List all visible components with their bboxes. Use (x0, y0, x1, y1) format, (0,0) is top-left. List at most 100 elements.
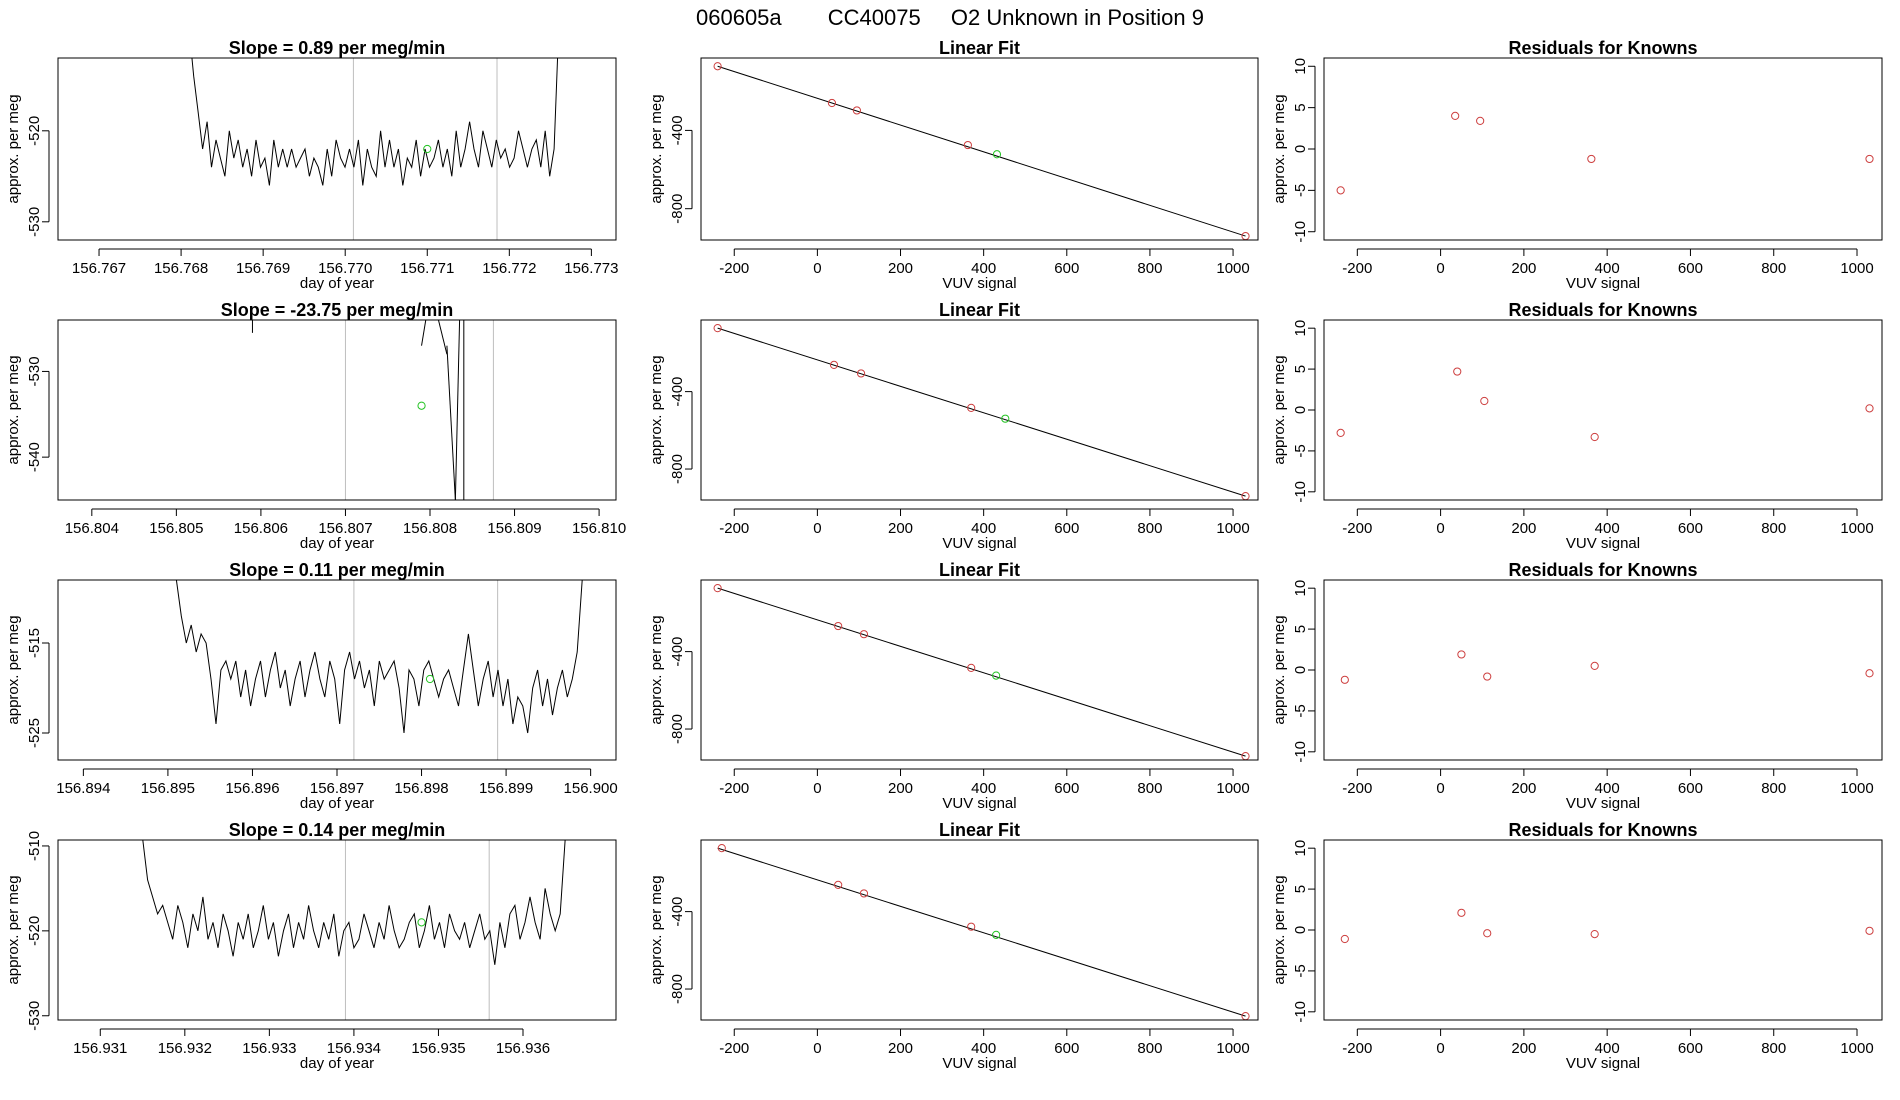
known-standard-point (1865, 669, 1874, 678)
plot-frame (1323, 579, 1883, 761)
y-tick-label: 5 (1292, 103, 1309, 111)
x-tick-label: 200 (1511, 780, 1536, 797)
x-tick-label: 800 (1761, 520, 1786, 537)
x-tick-label: 156.768 (154, 260, 208, 277)
panel-r1-c1: Slope = 0.89 per meg/min 156.767 156.768 15… (5, 38, 618, 292)
y-tick-label: -530 (26, 356, 43, 386)
x-tick-label: 800 (1761, 780, 1786, 797)
unknown-sample-point (417, 401, 426, 410)
plot-frame (1323, 57, 1883, 241)
panel-title: Linear Fit (939, 300, 1020, 320)
x-tick-label: 156.895 (141, 780, 195, 797)
x-tick-label: 0 (813, 260, 821, 277)
y-tick-label: -800 (669, 974, 686, 1004)
y-axis-label: approx. per meg (648, 615, 665, 724)
figure-cylinder: CC40075 (828, 5, 921, 30)
known-standard-point (834, 621, 843, 631)
x-tick-label: -200 (719, 260, 749, 277)
x-tick-label: 200 (888, 780, 913, 797)
x-tick-label: 1000 (1840, 780, 1873, 797)
plot-area (713, 62, 1250, 240)
x-tick-label: 156.772 (482, 260, 536, 277)
plot-frame (57, 839, 617, 1021)
y-tick-label: 5 (1292, 625, 1309, 633)
fit-line (717, 327, 1246, 497)
known-standard-point (1865, 926, 1874, 935)
x-tick-label: 200 (888, 260, 913, 277)
known-standard-point (834, 880, 843, 890)
x-axis-label: day of year (300, 535, 374, 552)
y-axis-label: approx. per meg (5, 94, 22, 203)
plot-area (1340, 650, 1874, 684)
y-tick-label: -530 (26, 207, 43, 237)
y-axis-label: approx. per meg (5, 615, 22, 724)
x-tick-label: 400 (971, 260, 996, 277)
x-axis-label: VUV signal (942, 535, 1016, 552)
x-tick-label: 0 (1436, 780, 1444, 797)
x-tick-label: 156.771 (400, 260, 454, 277)
x-tick-label: 800 (1761, 260, 1786, 277)
x-tick-label: 600 (1054, 260, 1079, 277)
x-tick-label: 156.808 (403, 520, 457, 537)
x-tick-label: 156.899 (479, 780, 533, 797)
y-axis-label: approx. per meg (1271, 615, 1288, 724)
y-tick-label: -510 (26, 831, 43, 861)
y-tick-label: -10 (1292, 221, 1309, 243)
x-tick-label: 1000 (1216, 780, 1249, 797)
figure-title: 060605a CC40075 O2 Unknown in Position 9 (696, 5, 1204, 30)
y-tick-label: -5 (1292, 704, 1309, 717)
y-tick-label: 5 (1292, 885, 1309, 893)
figure-description: O2 Unknown in Position 9 (951, 5, 1204, 30)
known-standard-point (856, 369, 866, 378)
y-axis-label: approx. per meg (648, 355, 665, 464)
x-axis-label: VUV signal (1566, 795, 1640, 812)
x-tick-label: 156.770 (318, 260, 372, 277)
y-tick-label: 0 (1292, 406, 1309, 414)
x-tick-label: 156.809 (487, 520, 541, 537)
x-tick-label: 600 (1054, 1040, 1079, 1057)
panel-title: Linear Fit (939, 560, 1020, 580)
panel-title: Residuals for Knowns (1508, 300, 1697, 320)
x-tick-label: -200 (1342, 1040, 1372, 1057)
x-tick-label: 156.773 (564, 260, 618, 277)
panel-r2-c1: Slope = -23.75 per meg/min 156.804 156.805… (5, 300, 626, 552)
x-tick-label: 156.807 (318, 520, 372, 537)
unknown-sample-point (417, 918, 426, 927)
known-standard-point (713, 324, 722, 333)
known-standard-point (829, 360, 839, 370)
known-standard-point (1457, 650, 1466, 659)
x-tick-label: 0 (1436, 520, 1444, 537)
x-tick-label: -200 (1342, 520, 1372, 537)
plot-frame (700, 579, 1259, 761)
x-tick-label: 200 (1511, 260, 1536, 277)
panel-title: Residuals for Knowns (1508, 560, 1697, 580)
plot-frame (700, 839, 1259, 1021)
y-tick-label: -540 (26, 442, 43, 472)
unknown-sample-point (992, 150, 1002, 159)
unknown-sample-point (992, 930, 1001, 939)
panel-title: Slope = 0.14 per meg/min (229, 820, 446, 840)
x-tick-label: 1000 (1216, 1040, 1249, 1057)
fit-line (717, 587, 1246, 757)
y-tick-label: 10 (1292, 580, 1309, 597)
x-tick-label: 156.932 (158, 1040, 212, 1057)
x-axis-label: VUV signal (942, 795, 1016, 812)
plot-area (1336, 367, 1874, 442)
y-tick-label: 0 (1292, 926, 1309, 934)
y-tick-label: -400 (669, 637, 686, 667)
x-tick-label: -200 (1342, 260, 1372, 277)
x-tick-label: 156.931 (73, 1040, 127, 1057)
x-tick-label: 200 (888, 520, 913, 537)
known-standard-point (713, 584, 722, 593)
x-tick-label: 1000 (1216, 520, 1249, 537)
fit-line (717, 847, 1246, 1017)
known-standard-point (1453, 367, 1462, 376)
y-tick-label: -800 (669, 194, 686, 224)
panel-r2-c2: Linear Fit -200 0 200 400 600 800 1000 VUV signa… (648, 300, 1259, 552)
y-tick-label: 0 (1292, 666, 1309, 674)
x-axis-label: VUV signal (1566, 1055, 1640, 1072)
plot-area (1336, 111, 1874, 195)
panel-r4-c3: Residuals for Knowns-200 0 200 400 600 800 100… (1271, 820, 1883, 1072)
plot-area (713, 324, 1250, 500)
known-standard-point (1587, 154, 1596, 164)
